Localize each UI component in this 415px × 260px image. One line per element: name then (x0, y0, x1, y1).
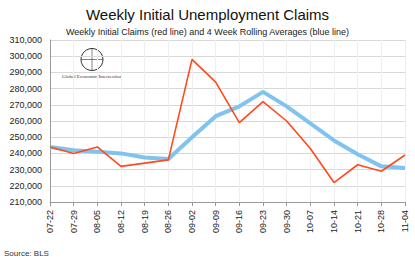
svg-text:220,000: 220,000 (9, 181, 42, 191)
svg-text:260,000: 260,000 (9, 116, 42, 126)
svg-text:230,000: 230,000 (9, 165, 42, 175)
svg-text:Global Economic Intersection: Global Economic Intersection (62, 74, 122, 79)
svg-text:Source: BLS: Source: BLS (4, 249, 49, 258)
svg-text:310,000: 310,000 (9, 35, 42, 45)
svg-text:08-12: 08-12 (116, 210, 126, 233)
svg-text:Weekly Initial Claims (red lin: Weekly Initial Claims (red line) and 4 W… (66, 27, 349, 37)
svg-text:11-04: 11-04 (400, 210, 410, 232)
svg-text:280,000: 280,000 (9, 84, 42, 94)
svg-text:08-26: 08-26 (163, 210, 173, 233)
svg-text:09-09: 09-09 (211, 210, 221, 233)
svg-text:07-29: 07-29 (69, 210, 79, 233)
svg-text:08-19: 08-19 (140, 210, 150, 233)
svg-text:09-30: 09-30 (282, 210, 292, 233)
svg-text:Weekly Initial Unemployment Cl: Weekly Initial Unemployment Claims (86, 6, 329, 23)
svg-text:10-14: 10-14 (329, 210, 339, 233)
svg-text:07-22: 07-22 (45, 210, 55, 233)
svg-text:09-23: 09-23 (258, 210, 268, 233)
svg-text:10-21: 10-21 (353, 210, 363, 233)
svg-text:08-05: 08-05 (92, 210, 102, 233)
svg-text:10-07: 10-07 (305, 210, 315, 233)
svg-text:290,000: 290,000 (9, 67, 42, 77)
svg-text:09-02: 09-02 (187, 210, 197, 233)
svg-text:300,000: 300,000 (9, 51, 42, 61)
svg-text:10-28: 10-28 (376, 210, 386, 233)
svg-text:240,000: 240,000 (9, 148, 42, 158)
svg-text:210,000: 210,000 (9, 197, 42, 207)
svg-text:09-16: 09-16 (234, 210, 244, 233)
svg-text:250,000: 250,000 (9, 132, 42, 142)
svg-text:270,000: 270,000 (9, 100, 42, 110)
